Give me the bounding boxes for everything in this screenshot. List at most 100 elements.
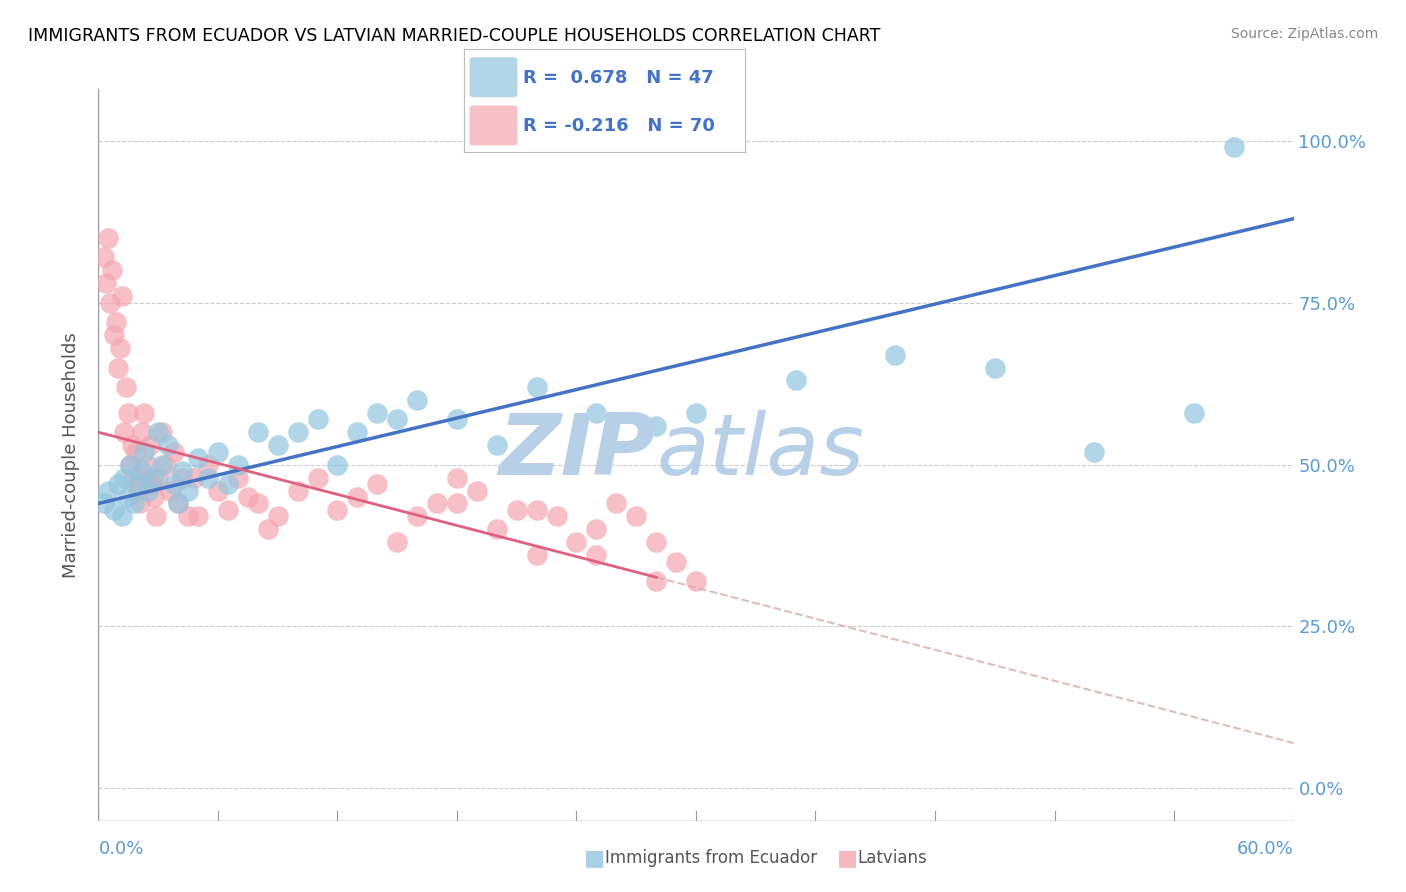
Point [267,509,290,524]
Point [111,509,134,524]
Point [446,412,468,426]
Point [145,509,167,524]
Point [103,503,125,517]
Point [112,470,135,484]
Point [366,477,388,491]
Point [645,574,668,589]
Point [884,348,907,362]
Point [526,503,548,517]
Point [93,496,115,510]
Point [141,477,163,491]
Point [127,477,149,491]
Point [187,451,209,466]
Point [326,503,349,517]
Point [131,425,153,440]
Y-axis label: Married-couple Households: Married-couple Households [62,332,80,578]
Point [183,470,205,484]
Point [406,392,429,407]
Point [159,483,181,498]
Point [1182,406,1205,420]
Point [485,522,508,536]
Point [267,438,290,452]
Point [143,470,166,484]
Point [148,425,170,440]
Point [605,496,627,510]
Text: IMMIGRANTS FROM ECUADOR VS LATVIAN MARRIED-COUPLE HOUSEHOLDS CORRELATION CHART: IMMIGRANTS FROM ECUADOR VS LATVIAN MARRI… [28,27,880,45]
Point [136,483,159,498]
Point [115,380,138,394]
Point [96,277,118,291]
Point [385,412,409,426]
Point [131,464,153,478]
Point [1223,140,1246,154]
Point [120,458,142,472]
Point [526,548,548,562]
Point [111,289,134,303]
Point [217,503,239,517]
Point [167,496,190,510]
Point [226,458,249,472]
Text: 60.0%: 60.0% [1237,840,1294,858]
Point [585,406,607,420]
Text: Source: ZipAtlas.com: Source: ZipAtlas.com [1230,27,1378,41]
Point [177,509,200,524]
Point [136,458,159,472]
Point [177,483,200,498]
Point [385,535,409,549]
Point [163,477,186,491]
Text: atlas: atlas [657,410,865,493]
Point [197,470,219,484]
Point [101,263,124,277]
Text: 0.0%: 0.0% [98,840,143,858]
FancyBboxPatch shape [470,57,517,97]
Point [121,438,143,452]
Text: R =  0.678   N = 47: R = 0.678 N = 47 [523,69,714,87]
Point [139,438,162,452]
Point [465,483,488,498]
Point [506,503,529,517]
Point [246,496,269,510]
Point [172,470,194,484]
Point [485,438,508,452]
Point [105,315,128,329]
Point [366,406,388,420]
Point [585,522,607,536]
Point [120,458,142,472]
Point [226,470,249,484]
Point [103,328,125,343]
Point [287,425,309,440]
Text: Immigrants from Ecuador: Immigrants from Ecuador [605,849,817,867]
Point [984,360,1007,375]
Point [143,490,166,504]
Point [665,555,688,569]
Point [148,470,170,484]
Point [446,470,468,484]
FancyBboxPatch shape [470,105,517,145]
Text: ZIP: ZIP [499,410,657,493]
Point [207,483,229,498]
Point [125,444,148,458]
Point [167,496,190,510]
Text: ■: ■ [837,848,858,868]
Point [150,458,173,472]
Point [446,496,468,510]
Point [645,535,668,549]
Point [112,425,135,440]
Point [124,496,146,510]
Point [117,490,139,504]
Point [187,509,209,524]
Point [585,548,607,562]
Point [785,374,807,388]
Point [346,425,368,440]
Point [127,483,149,498]
Point [97,231,120,245]
Point [307,412,329,426]
Point [526,380,548,394]
Point [97,483,120,498]
Point [645,418,668,433]
Point [685,574,707,589]
Point [346,490,368,504]
Point [107,477,129,491]
Point [172,464,194,478]
Point [150,425,173,440]
